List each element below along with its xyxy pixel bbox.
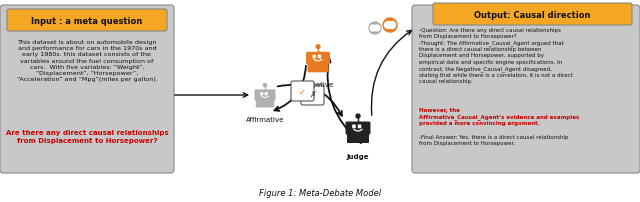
Text: Affirmative: Affirmative	[246, 117, 284, 123]
Text: -Final Answer: Yes, there is a direct causal relationship
from Displacement to H: -Final Answer: Yes, there is a direct ca…	[419, 135, 568, 146]
Text: ✓: ✓	[298, 87, 305, 97]
FancyBboxPatch shape	[7, 9, 167, 31]
FancyBboxPatch shape	[433, 3, 632, 25]
FancyBboxPatch shape	[255, 89, 275, 101]
Circle shape	[264, 83, 267, 87]
Circle shape	[316, 45, 320, 48]
Text: -Question: Are there any direct causal relationships
from Displacement to Horsep: -Question: Are there any direct causal r…	[419, 28, 573, 84]
Circle shape	[383, 18, 397, 32]
FancyBboxPatch shape	[0, 5, 174, 173]
FancyBboxPatch shape	[265, 92, 268, 95]
Text: This dataset is about on automobile design
and performance for cars in the 1970s: This dataset is about on automobile desi…	[17, 40, 157, 82]
FancyBboxPatch shape	[307, 63, 328, 72]
FancyBboxPatch shape	[312, 55, 316, 58]
FancyBboxPatch shape	[291, 81, 314, 101]
Circle shape	[356, 114, 360, 118]
FancyBboxPatch shape	[301, 85, 324, 105]
Circle shape	[369, 22, 381, 34]
FancyBboxPatch shape	[347, 133, 369, 143]
Text: Are there any direct causal relationships
from Displacement to Horsepower?: Are there any direct causal relationship…	[6, 130, 168, 143]
FancyBboxPatch shape	[358, 124, 361, 128]
Circle shape	[374, 25, 380, 31]
Circle shape	[385, 21, 392, 28]
Text: Negative: Negative	[302, 82, 333, 88]
Text: Output: Causal direction: Output: Causal direction	[474, 11, 590, 20]
FancyBboxPatch shape	[256, 99, 274, 107]
FancyBboxPatch shape	[412, 5, 640, 173]
FancyBboxPatch shape	[260, 92, 263, 95]
Circle shape	[388, 21, 396, 28]
Text: Input : a meta question: Input : a meta question	[31, 17, 143, 25]
Circle shape	[370, 25, 376, 31]
Text: Figure 1: Meta-Debate Model: Figure 1: Meta-Debate Model	[259, 189, 381, 199]
FancyBboxPatch shape	[317, 55, 321, 58]
FancyBboxPatch shape	[352, 124, 356, 128]
Text: However, the
Affirmative_Causal_Agent’s evidence and examples
provided a more co: However, the Affirmative_Causal_Agent’s …	[419, 108, 579, 126]
FancyBboxPatch shape	[306, 52, 330, 64]
FancyBboxPatch shape	[346, 121, 371, 135]
Text: Judge: Judge	[347, 154, 369, 160]
Text: ✗: ✗	[310, 89, 317, 99]
